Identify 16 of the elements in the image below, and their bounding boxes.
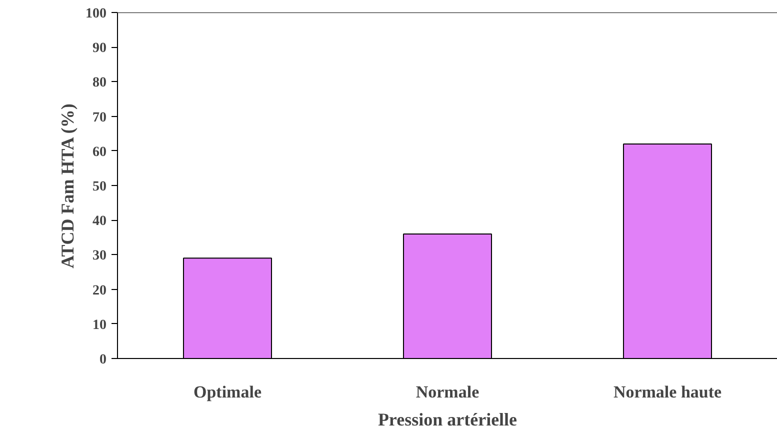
y-tick-label: 90 [92, 41, 106, 56]
y-tick-label: 40 [92, 214, 106, 230]
x-tick-label: Normale haute [613, 382, 722, 402]
x-tick-label: Normale [416, 382, 480, 402]
x-tick-label: Optimale [194, 382, 262, 402]
y-tick-label: 100 [86, 6, 106, 22]
y-tick-label: 10 [92, 318, 106, 333]
y-tick-label: 80 [92, 76, 106, 91]
x-axis-title: Pression artérielle [378, 410, 518, 430]
y-tick-label: 30 [92, 248, 106, 264]
y-tick-label: 0 [100, 352, 106, 368]
y-tick-label: 60 [92, 144, 106, 160]
y-tick-label: 20 [92, 283, 106, 298]
y-tick-label: 70 [92, 110, 106, 126]
y-axis-title: ATCD Fam HTA (%) [58, 104, 78, 268]
y-tick-label: 50 [92, 180, 106, 194]
